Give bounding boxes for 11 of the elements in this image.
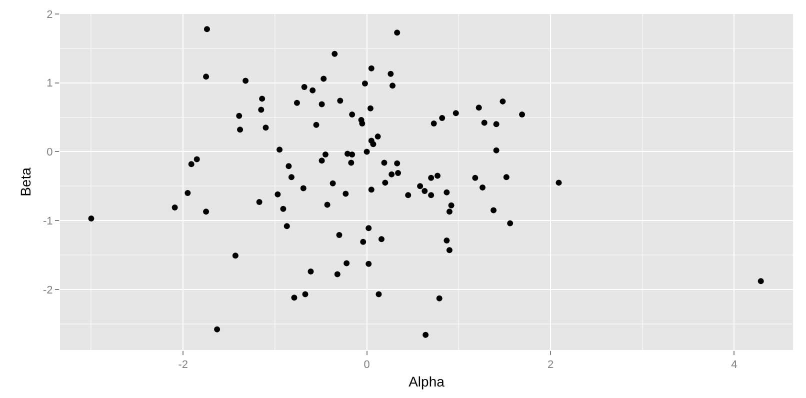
x-tick-label: 0: [364, 359, 370, 372]
x-tick-label: 4: [731, 359, 738, 372]
x-axis-title: Alpha: [408, 374, 445, 390]
x-tick-label: -2: [178, 359, 188, 372]
y-axis-title: Beta: [18, 167, 34, 196]
y-tick-label: -1: [43, 215, 53, 228]
x-tick-label: 2: [547, 359, 554, 372]
y-tick-label: 0: [46, 146, 53, 159]
y-tick-label: 1: [46, 78, 53, 90]
y-tick-label: -2: [43, 284, 53, 296]
y-tick-label: 2: [46, 8, 53, 21]
